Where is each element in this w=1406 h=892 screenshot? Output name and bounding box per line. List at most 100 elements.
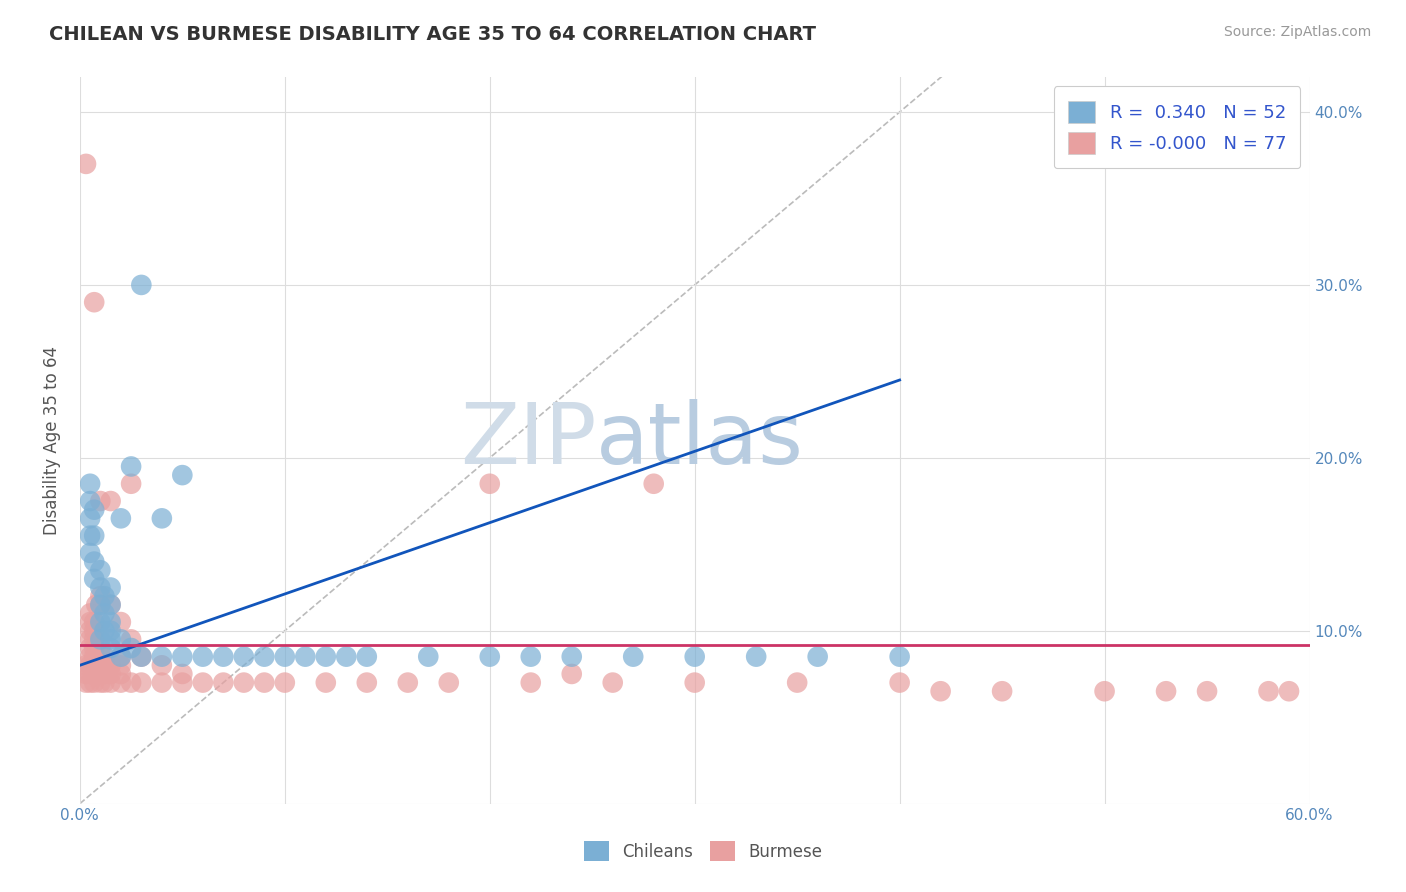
Text: atlas: atlas — [596, 399, 804, 482]
Point — [83, 615, 105, 629]
Point — [89, 598, 111, 612]
Point — [150, 649, 173, 664]
Point — [84, 598, 107, 612]
Point — [335, 649, 357, 664]
Point — [79, 649, 101, 664]
Text: Source: ZipAtlas.com: Source: ZipAtlas.com — [1223, 25, 1371, 39]
Point — [93, 649, 115, 664]
Legend: R =  0.340   N = 52, R = -0.000   N = 77: R = 0.340 N = 52, R = -0.000 N = 77 — [1053, 87, 1301, 169]
Point — [172, 667, 194, 681]
Point — [683, 649, 706, 664]
Point — [889, 675, 911, 690]
Point — [110, 632, 132, 647]
Point — [212, 649, 235, 664]
Text: ZIP: ZIP — [460, 399, 596, 482]
Point — [621, 649, 644, 664]
Point — [79, 640, 101, 655]
Point — [253, 649, 276, 664]
Point — [89, 615, 111, 629]
Point — [89, 563, 111, 577]
Point — [807, 649, 830, 664]
Point — [131, 675, 153, 690]
Point — [89, 589, 111, 603]
Point — [120, 640, 142, 655]
Point — [83, 624, 105, 638]
Point — [83, 502, 105, 516]
Point — [356, 649, 378, 664]
Point — [75, 157, 97, 171]
Point — [79, 667, 101, 681]
Point — [100, 494, 122, 508]
Point — [79, 494, 101, 508]
Point — [478, 649, 501, 664]
Point — [79, 476, 101, 491]
Point — [93, 667, 115, 681]
Point — [150, 511, 173, 525]
Point — [89, 598, 111, 612]
Point — [89, 581, 111, 595]
Point — [110, 658, 132, 673]
Point — [315, 649, 337, 664]
Point — [1154, 684, 1177, 698]
Point — [93, 675, 115, 690]
Point — [110, 511, 132, 525]
Point — [83, 555, 105, 569]
Point — [75, 658, 97, 673]
Point — [100, 615, 122, 629]
Point — [79, 546, 101, 560]
Point — [120, 459, 142, 474]
Point — [83, 675, 105, 690]
Point — [274, 649, 297, 664]
Point — [83, 667, 105, 681]
Point — [294, 649, 316, 664]
Point — [79, 675, 101, 690]
Point — [79, 511, 101, 525]
Point — [83, 295, 105, 310]
Point — [89, 640, 111, 655]
Point — [93, 607, 115, 621]
Point — [83, 572, 105, 586]
Point — [356, 675, 378, 690]
Point — [83, 640, 105, 655]
Point — [83, 649, 105, 664]
Point — [79, 624, 101, 638]
Point — [437, 675, 460, 690]
Point — [110, 649, 132, 664]
Point — [172, 468, 194, 483]
Point — [83, 658, 105, 673]
Point — [1094, 684, 1116, 698]
Point — [100, 624, 122, 638]
Point — [100, 675, 122, 690]
Point — [131, 277, 153, 292]
Point — [100, 667, 122, 681]
Point — [79, 615, 101, 629]
Point — [745, 649, 768, 664]
Point — [786, 675, 808, 690]
Point — [150, 658, 173, 673]
Point — [396, 675, 419, 690]
Point — [131, 649, 153, 664]
Point — [89, 667, 111, 681]
Point — [172, 675, 194, 690]
Point — [150, 675, 173, 690]
Point — [83, 528, 105, 542]
Point — [274, 675, 297, 690]
Point — [478, 476, 501, 491]
Point — [89, 494, 111, 508]
Point — [212, 675, 235, 690]
Point — [100, 640, 122, 655]
Point — [120, 476, 142, 491]
Point — [232, 675, 254, 690]
Point — [1195, 684, 1218, 698]
Point — [519, 675, 541, 690]
Point — [79, 658, 101, 673]
Point — [232, 649, 254, 664]
Point — [561, 649, 583, 664]
Point — [1257, 684, 1279, 698]
Point — [83, 632, 105, 647]
Point — [100, 598, 122, 612]
Y-axis label: Disability Age 35 to 64: Disability Age 35 to 64 — [44, 346, 60, 535]
Point — [89, 632, 111, 647]
Point — [100, 658, 122, 673]
Text: CHILEAN VS BURMESE DISABILITY AGE 35 TO 64 CORRELATION CHART: CHILEAN VS BURMESE DISABILITY AGE 35 TO … — [49, 25, 817, 44]
